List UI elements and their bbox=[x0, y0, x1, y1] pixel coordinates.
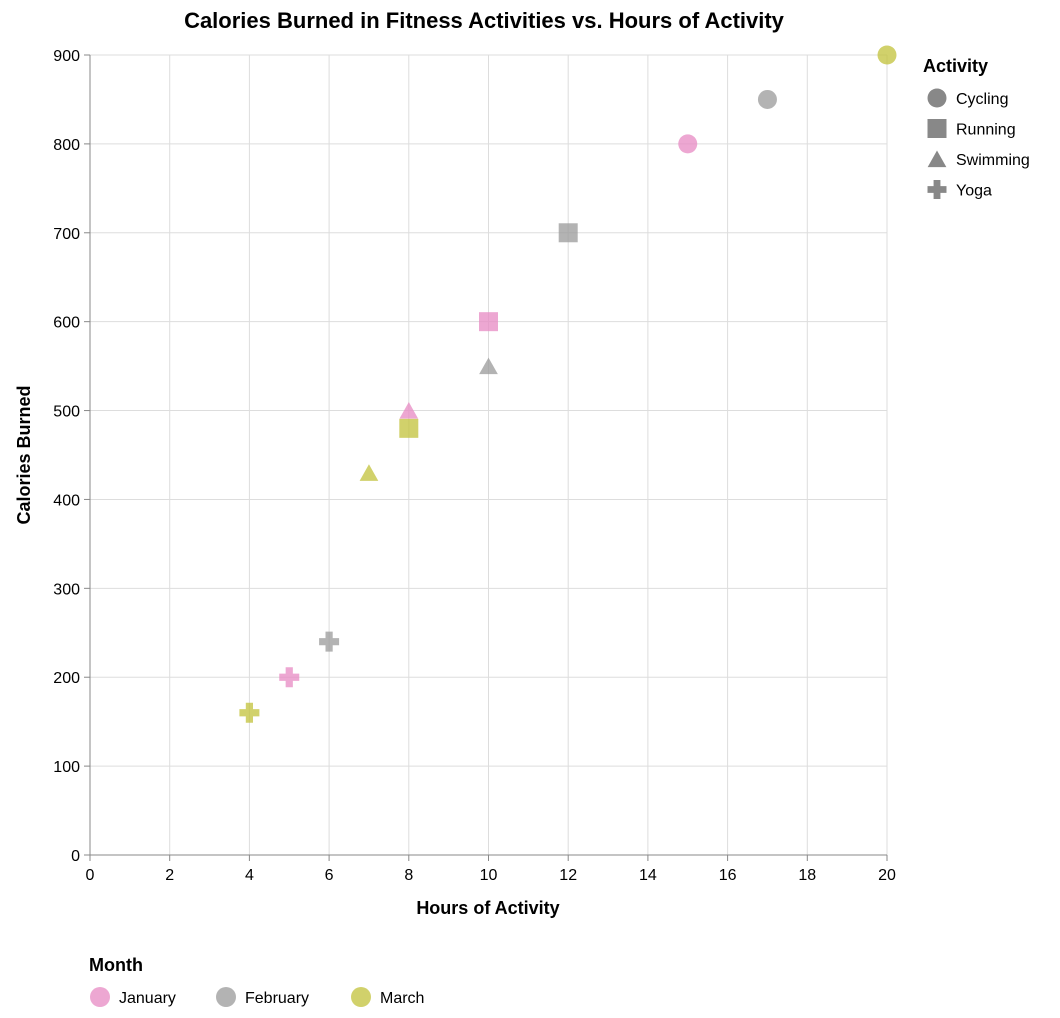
month-legend-label: March bbox=[380, 990, 424, 1007]
activity-legend: Activity Cycling Running Swimming Yoga bbox=[923, 56, 1030, 200]
y-axis-title: Calories Burned bbox=[14, 385, 34, 524]
data-point-march-yoga bbox=[239, 702, 260, 723]
month-legend-label: January bbox=[119, 990, 176, 1007]
x-tick-label: 4 bbox=[245, 867, 254, 884]
data-point-february-yoga bbox=[319, 631, 340, 652]
y-tick-label: 400 bbox=[53, 492, 80, 509]
activity-legend-label: Running bbox=[956, 122, 1016, 139]
x-tick-label: 14 bbox=[639, 867, 657, 884]
data-point-march-swimming bbox=[359, 464, 379, 481]
y-tick-label: 500 bbox=[53, 404, 80, 421]
y-tick-label: 0 bbox=[71, 848, 80, 865]
axes: 0 2 4 6 8 10 12 14 16 18 2001002003004005006007008… bbox=[53, 48, 896, 884]
y-tick-label: 800 bbox=[53, 137, 80, 154]
y-tick-label: 300 bbox=[53, 581, 80, 598]
activity-legend-swimming-icon bbox=[927, 150, 947, 168]
month-legend-label: February bbox=[245, 990, 309, 1007]
activity-legend-title: Activity bbox=[923, 56, 988, 76]
y-tick-label: 600 bbox=[53, 315, 80, 332]
month-legend: Month January February March bbox=[89, 955, 424, 1007]
x-tick-label: 16 bbox=[719, 867, 737, 884]
data-point-march-running bbox=[399, 418, 419, 438]
data-point-february-running bbox=[558, 223, 578, 243]
data-point-march-cycling bbox=[877, 45, 897, 65]
x-tick-label: 12 bbox=[559, 867, 577, 884]
y-tick-label: 200 bbox=[53, 670, 80, 687]
data-point-january-swimming bbox=[399, 402, 419, 419]
month-legend-march-swatch bbox=[351, 987, 371, 1007]
month-legend-january-swatch bbox=[90, 987, 110, 1007]
x-tick-label: 2 bbox=[165, 867, 174, 884]
x-tick-label: 10 bbox=[480, 867, 498, 884]
x-tick-label: 6 bbox=[325, 867, 334, 884]
month-legend-title: Month bbox=[89, 955, 143, 975]
x-tick-label: 0 bbox=[86, 867, 95, 884]
data-point-january-running bbox=[479, 312, 498, 332]
x-tick-label: 20 bbox=[878, 867, 896, 884]
x-tick-label: 8 bbox=[404, 867, 413, 884]
x-axis-title: Hours of Activity bbox=[416, 898, 559, 918]
activity-legend-running-icon bbox=[927, 119, 947, 138]
activity-legend-cycling-icon bbox=[927, 88, 947, 108]
y-tick-label: 700 bbox=[53, 226, 80, 243]
data-point-january-yoga bbox=[279, 667, 300, 688]
month-legend-february-swatch bbox=[216, 987, 236, 1007]
chart-title: Calories Burned in Fitness Activities vs… bbox=[184, 8, 785, 33]
grid bbox=[89, 54, 888, 856]
activity-legend-label: Yoga bbox=[956, 183, 992, 200]
data-points bbox=[239, 45, 897, 723]
y-tick-label: 100 bbox=[53, 759, 80, 776]
x-tick-label: 18 bbox=[798, 867, 816, 884]
data-point-february-cycling bbox=[757, 89, 777, 109]
activity-legend-label: Swimming bbox=[956, 152, 1030, 169]
data-point-february-swimming bbox=[479, 357, 498, 375]
activity-legend-yoga-icon bbox=[927, 180, 947, 199]
activity-legend-label: Cycling bbox=[956, 91, 1008, 108]
y-tick-label: 900 bbox=[53, 48, 80, 65]
data-point-january-cycling bbox=[678, 134, 698, 154]
